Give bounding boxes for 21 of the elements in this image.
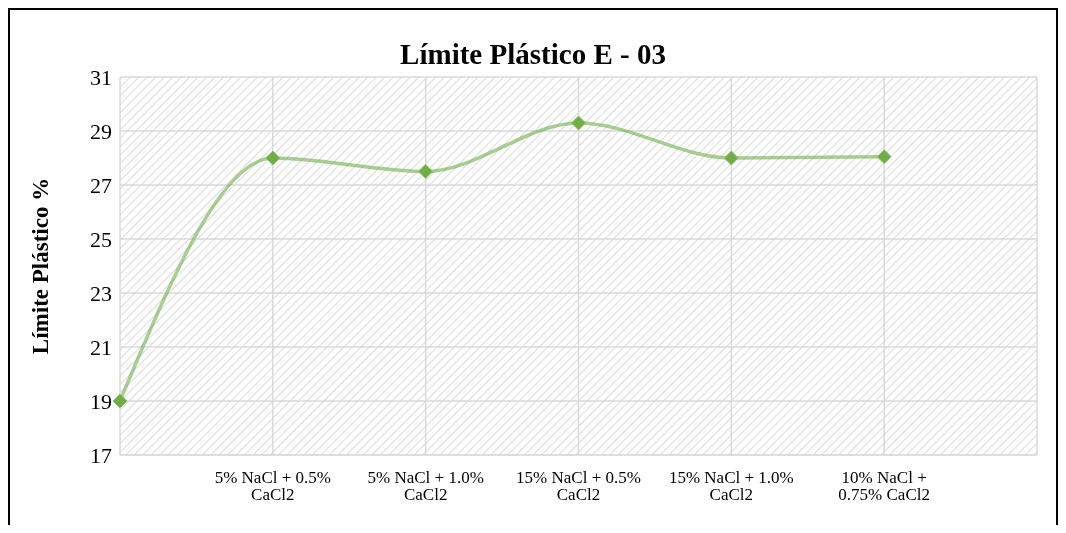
point — [265, 150, 281, 166]
point — [112, 393, 128, 409]
y-tick-label: 25 — [90, 226, 112, 252]
x-tick-label: 15% NaCl + 0.5% CaCl2 — [516, 468, 641, 505]
y-tick-label: 31 — [90, 64, 112, 90]
point — [876, 149, 892, 165]
x-tick-label: 5% NaCl + 0.5% CaCl2 — [214, 468, 331, 505]
y-tick-label: 29 — [90, 118, 112, 144]
y-tick-label: 27 — [90, 172, 112, 198]
y-tick-label: 19 — [90, 388, 112, 414]
y-tick-label: 21 — [90, 334, 112, 360]
y-tick-label: 23 — [90, 280, 112, 306]
y-tick-label: 17 — [90, 442, 112, 468]
point — [571, 115, 586, 131]
x-tick-label: 15% NaCl + 1.0% CaCl2 — [668, 468, 794, 505]
x-tick-label: 10% NaCl + 0.75% CaCl2 — [838, 468, 930, 505]
chart-title: Límite Plástico E - 03 — [400, 38, 666, 70]
point — [418, 164, 434, 179]
y-axis-title: Límite Plástico % — [28, 177, 54, 355]
point — [723, 150, 739, 166]
x-tick-label: 5% NaCl + 1.0% CaCl2 — [367, 468, 484, 505]
